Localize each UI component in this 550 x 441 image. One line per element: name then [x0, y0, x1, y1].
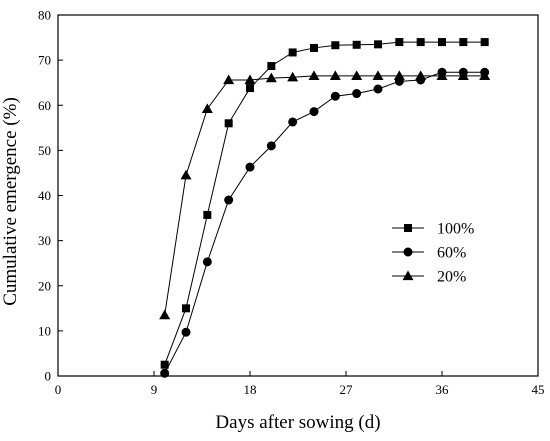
data-point [159, 309, 171, 320]
data-point [330, 91, 340, 101]
legend-entry: 60% [392, 245, 466, 262]
y-tick-label: 40 [38, 188, 51, 203]
data-point [246, 84, 254, 93]
series-line [164, 41, 485, 365]
y-tick-label: 0 [45, 369, 52, 384]
legend-label: 20% [437, 269, 466, 286]
data-point [395, 38, 404, 47]
data-point [181, 327, 191, 337]
x-tick-label: 27 [340, 382, 354, 397]
data-point [351, 70, 363, 81]
data-point [160, 368, 170, 378]
data-point [182, 304, 190, 313]
y-axis-label: Cumulative emergence (%) [0, 97, 21, 306]
legend-label: 60% [437, 245, 466, 262]
legend-marker [404, 224, 412, 232]
data-point [201, 103, 213, 113]
y-tick-label: 10 [38, 323, 51, 338]
x-tick-label: 45 [532, 382, 545, 397]
legend: 100% 60% 20% [392, 221, 474, 286]
y-tick-label: 50 [38, 143, 51, 158]
series-layer [159, 38, 491, 378]
data-point [416, 38, 425, 47]
data-point [203, 210, 212, 219]
data-point [480, 38, 489, 47]
x-tick-label: 18 [244, 382, 257, 397]
data-point [160, 360, 169, 369]
data-point [287, 71, 299, 82]
data-point [393, 70, 405, 81]
data-point [308, 70, 320, 81]
series-triangle [159, 70, 491, 320]
data-point [372, 70, 384, 81]
y-tick-label: 80 [38, 8, 51, 23]
y-tick-label: 20 [38, 278, 51, 293]
x-tick-label: 0 [55, 382, 62, 397]
legend-label: 100% [437, 221, 474, 238]
data-point [310, 43, 318, 52]
data-point [245, 162, 255, 172]
y-tick-label: 60 [38, 98, 51, 113]
data-point [224, 195, 234, 205]
series-line [164, 75, 485, 316]
legend-marker [403, 247, 413, 257]
data-point [459, 38, 468, 47]
data-point [224, 119, 233, 128]
data-point [202, 257, 212, 267]
data-point [223, 74, 235, 85]
data-point [479, 70, 491, 81]
data-point [309, 107, 319, 117]
data-point [265, 72, 277, 83]
data-point [267, 61, 276, 70]
y-tick-label: 30 [38, 233, 51, 248]
data-point [288, 48, 297, 57]
data-point [438, 38, 446, 47]
data-point [329, 70, 341, 81]
data-point [373, 84, 383, 94]
data-point [244, 74, 256, 85]
data-point [352, 89, 362, 99]
data-point [266, 141, 276, 151]
data-point [180, 169, 192, 180]
legend-entry: 100% [392, 221, 474, 238]
x-tick-label: 36 [436, 382, 450, 397]
legend-marker [402, 270, 414, 281]
data-point [288, 117, 298, 127]
x-tick-label: 9 [151, 382, 158, 397]
data-point [415, 70, 427, 81]
data-point [436, 70, 448, 81]
series-square [160, 38, 489, 369]
data-point [352, 40, 361, 49]
data-point [457, 70, 469, 81]
data-point [374, 40, 382, 49]
y-tick-label: 70 [38, 53, 51, 68]
data-point [331, 41, 340, 50]
axis-ticks: 0 9 18 27 36 45 0 10 20 30 40 50 60 70 80 [38, 8, 545, 398]
legend-entry: 20% [392, 269, 466, 286]
x-axis-label: Days after sowing (d) [215, 412, 380, 433]
